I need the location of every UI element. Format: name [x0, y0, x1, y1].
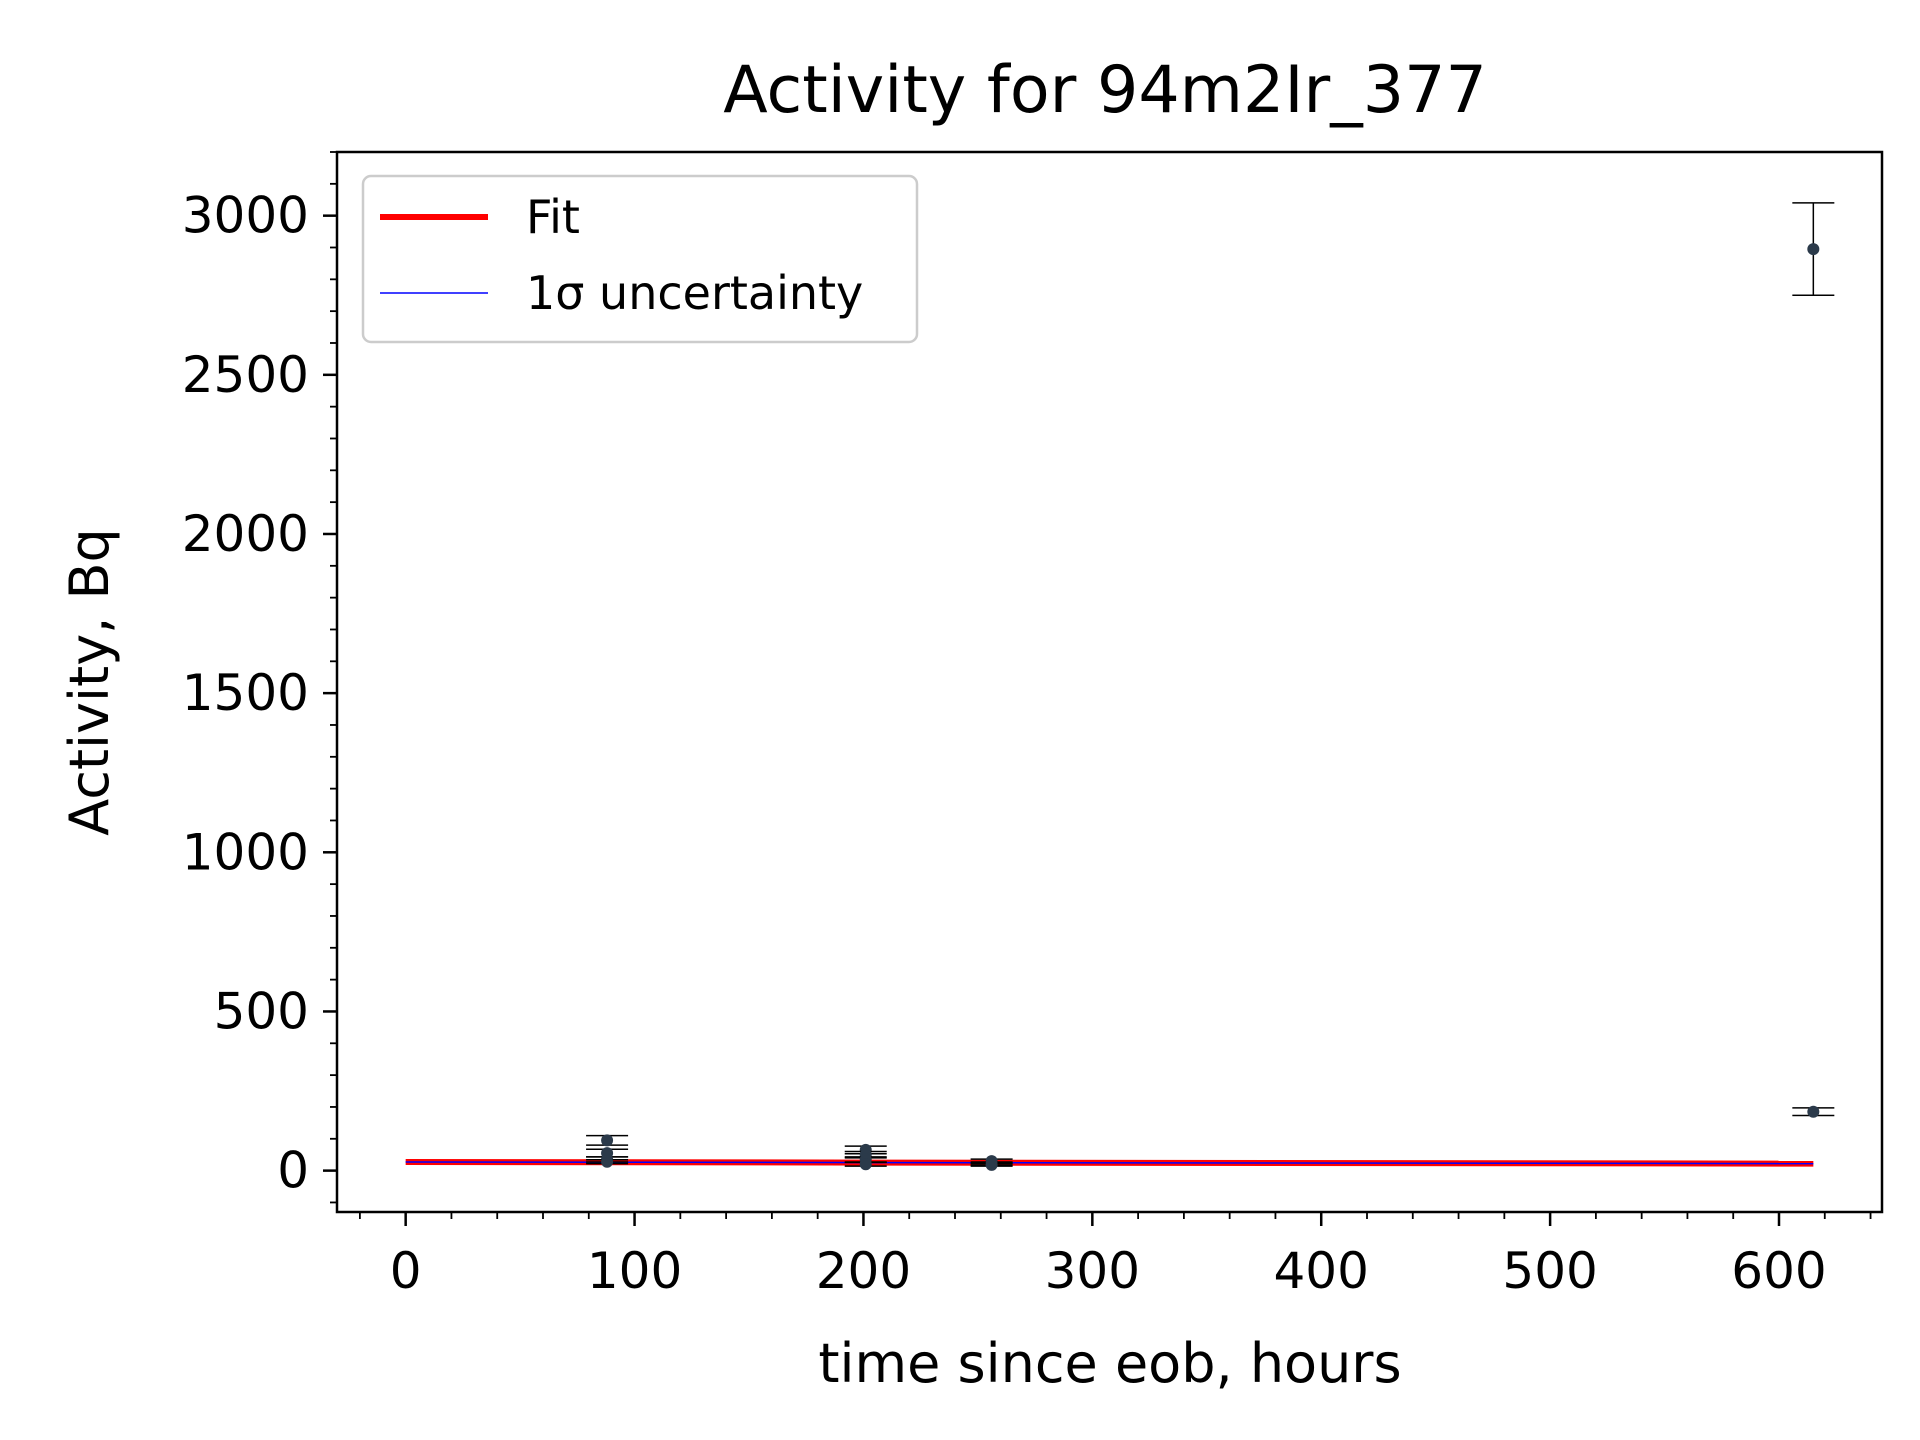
x-axis-label: time since eob, hours — [818, 1332, 1401, 1395]
data-point — [601, 1134, 614, 1147]
data-points — [586, 202, 1835, 1171]
y-axis-label: Activity, Bq — [58, 528, 121, 836]
chart-title: Activity for 94m2Ir_377 — [723, 53, 1487, 128]
x-tick-label: 600 — [1731, 1242, 1826, 1300]
y-axis-ticks: 0 500 1000 1500 2000 2500 3000 — [182, 187, 337, 1200]
y-tick-label: 2000 — [182, 505, 309, 563]
legend-box — [361, 174, 919, 344]
x-tick-label: 0 — [390, 1242, 422, 1300]
legend-fit-label: Fit — [526, 190, 580, 244]
x-tick-label: 200 — [816, 1242, 911, 1300]
y-tick-label: 1000 — [182, 823, 309, 881]
x-tick-label: 300 — [1045, 1242, 1140, 1300]
y-tick-label: 2500 — [182, 346, 309, 404]
fit-lines — [405, 1159, 1814, 1167]
x-tick-label: 100 — [587, 1242, 682, 1300]
plot-area: 0 100 200 300 400 500 600 0 500 1000 1500 2000 2500… — [182, 150, 1884, 1300]
data-point — [1807, 1105, 1820, 1118]
legend: Fit 1σ uncertainty — [361, 174, 919, 344]
x-axis-ticks: 0 100 200 300 400 500 600 — [390, 1212, 1827, 1300]
uncertainty-line — [405, 1161, 1814, 1165]
y-tick-label: 500 — [214, 982, 309, 1040]
legend-uncertainty-label: 1σ uncertainty — [526, 266, 863, 320]
data-point — [1807, 243, 1820, 256]
x-tick-label: 400 — [1274, 1242, 1369, 1300]
y-tick-label: 0 — [277, 1142, 309, 1200]
x-tick-label: 500 — [1502, 1242, 1597, 1300]
minor-ticks — [330, 151, 1872, 1219]
axes-frame — [335, 150, 1884, 1214]
data-point — [985, 1158, 998, 1171]
y-tick-label: 1500 — [182, 664, 309, 722]
y-tick-label: 3000 — [182, 187, 309, 245]
data-point — [601, 1155, 614, 1168]
data-point — [859, 1158, 872, 1171]
